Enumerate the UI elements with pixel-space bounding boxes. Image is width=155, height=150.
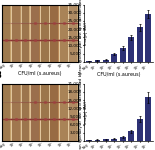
- Bar: [2, 4, 11, 62]
- Bar: [2, 84, 11, 141]
- Bar: [103, 139, 109, 141]
- Bar: [11, 4, 21, 62]
- Bar: [2, 4, 10, 62]
- Bar: [60, 4, 68, 62]
- Text: A: A: [0, 0, 1, 1]
- Text: B: B: [0, 71, 1, 80]
- Bar: [12, 4, 20, 62]
- Bar: [40, 84, 49, 141]
- Bar: [145, 97, 151, 141]
- Y-axis label: Mean intensity of Test spot determined by
ImageJ (AU): Mean intensity of Test spot determined b…: [80, 71, 88, 150]
- Bar: [145, 14, 151, 62]
- Bar: [30, 84, 40, 141]
- Bar: [2, 84, 10, 141]
- Bar: [11, 84, 21, 141]
- Bar: [31, 84, 39, 141]
- X-axis label: CFU/ml (s.aureus): CFU/ml (s.aureus): [97, 72, 140, 77]
- Bar: [21, 4, 29, 62]
- Bar: [59, 84, 69, 141]
- Bar: [95, 140, 100, 141]
- X-axis label: CFU/ml (s.aureus): CFU/ml (s.aureus): [18, 71, 62, 76]
- Bar: [95, 60, 100, 62]
- Bar: [31, 4, 39, 62]
- Bar: [128, 131, 134, 141]
- Bar: [103, 60, 109, 62]
- Bar: [111, 54, 117, 62]
- Bar: [86, 140, 92, 141]
- Bar: [50, 84, 58, 141]
- Bar: [12, 84, 20, 141]
- Bar: [137, 27, 143, 62]
- Bar: [128, 37, 134, 62]
- Bar: [21, 84, 30, 141]
- Bar: [41, 4, 49, 62]
- Bar: [69, 4, 78, 62]
- Bar: [49, 84, 59, 141]
- Bar: [69, 84, 77, 141]
- Bar: [120, 137, 126, 141]
- Bar: [50, 4, 58, 62]
- Bar: [69, 84, 78, 141]
- Bar: [137, 119, 143, 141]
- Bar: [21, 84, 29, 141]
- Bar: [40, 4, 49, 62]
- Bar: [49, 4, 59, 62]
- Bar: [21, 4, 30, 62]
- Bar: [111, 139, 117, 141]
- Bar: [86, 61, 92, 62]
- Bar: [60, 84, 68, 141]
- Y-axis label: Mean intensity of Test spot determined by
ImageJ (AU): Mean intensity of Test spot determined b…: [80, 0, 88, 74]
- Bar: [30, 4, 40, 62]
- Bar: [69, 4, 77, 62]
- Bar: [59, 4, 69, 62]
- Bar: [120, 48, 126, 62]
- Bar: [41, 84, 49, 141]
